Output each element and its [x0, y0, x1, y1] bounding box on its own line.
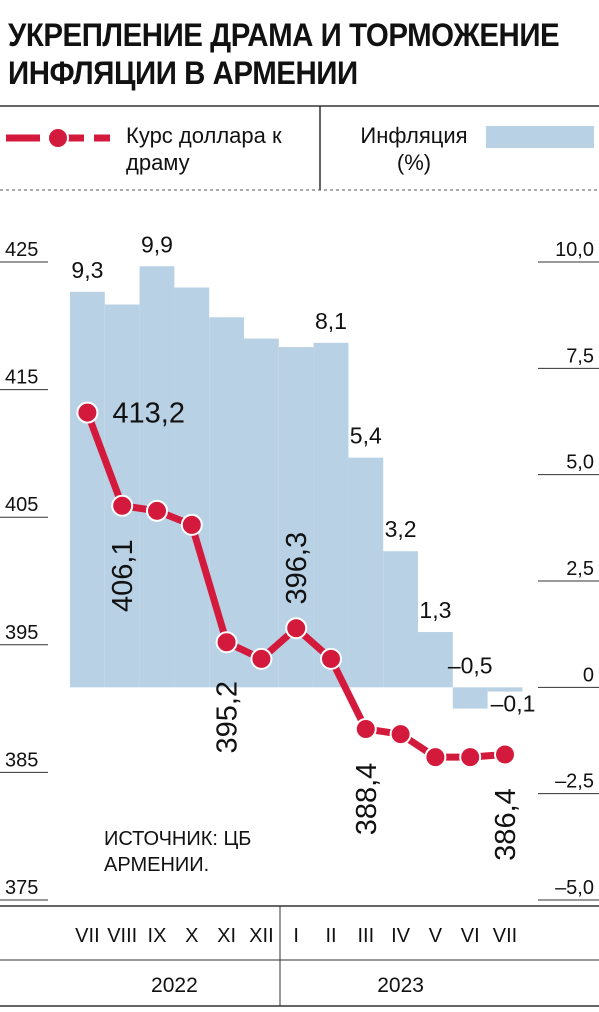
line-label: 388,4	[351, 763, 383, 836]
bar-label: 8,1	[315, 308, 347, 334]
x-tick-label: V	[429, 925, 443, 947]
marker	[389, 723, 412, 746]
marker	[354, 718, 377, 741]
bar	[487, 687, 523, 692]
bar-label: 9,9	[141, 231, 173, 257]
y-tick-label: 425	[5, 239, 38, 261]
bar	[244, 338, 279, 688]
year-label: 2022	[151, 974, 198, 997]
legend-label: Курс доллара к драму	[126, 123, 282, 175]
source: ИСТОЧНИК: ЦБ АРМЕНИИ.	[104, 828, 252, 876]
title-line: ИНФЛЯЦИИ В АРМЕНИИ	[8, 55, 358, 91]
line-label: 395,2	[212, 681, 244, 754]
marker	[459, 746, 482, 769]
bar-label: 3,2	[385, 516, 417, 542]
y2-tick-label: 0	[583, 664, 594, 686]
bar	[452, 687, 488, 709]
bar-label: 5,4	[350, 423, 382, 449]
marker	[250, 647, 273, 670]
bar	[383, 551, 418, 688]
bar	[209, 317, 244, 688]
y2-tick-label: –2,5	[555, 771, 594, 793]
y2-tick-label: 10,0	[555, 239, 594, 261]
bar	[139, 266, 175, 688]
bar	[313, 342, 349, 688]
marker	[215, 631, 238, 654]
x-tick-label: VI	[461, 925, 480, 947]
bar-label: 1,3	[419, 597, 451, 623]
y2-tick-label: –5,0	[555, 877, 594, 899]
marker	[76, 401, 99, 424]
line-label: 386,4	[490, 788, 522, 861]
marker	[180, 513, 203, 536]
line-label: 406,1	[107, 539, 139, 612]
x-tick-label: X	[185, 925, 198, 947]
line-label: 396,3	[281, 532, 313, 605]
y2-tick-label: 7,5	[566, 345, 594, 367]
bar	[70, 291, 105, 688]
legend-label: Инфляция (%)	[360, 123, 468, 175]
bar-label: –0,5	[448, 652, 493, 678]
marker	[424, 746, 447, 769]
title-line: УКРЕПЛЕНИЕ ДРАМА И ТОРМОЖЕНИЕ	[8, 17, 560, 53]
y-tick-label: 385	[5, 749, 38, 771]
x-tick-label: IV	[391, 925, 411, 947]
bar	[348, 457, 384, 688]
bar-label: –0,1	[491, 691, 536, 717]
y-tick-label: 395	[5, 622, 38, 644]
legend-marker	[47, 127, 69, 149]
year-label: 2023	[377, 974, 424, 997]
y2-tick-label: 2,5	[566, 558, 594, 580]
legend-swatch	[486, 126, 594, 148]
y-tick-label: 375	[5, 877, 38, 899]
x-tick-label: VII	[493, 925, 517, 947]
x-tick-label: IX	[148, 925, 167, 947]
line-label: 413,2	[112, 398, 185, 430]
x-tick-label: XI	[217, 925, 236, 947]
x-tick-label: XII	[249, 925, 273, 947]
bar	[418, 632, 453, 688]
marker	[494, 743, 516, 766]
marker	[285, 617, 308, 640]
x-tick-label: III	[357, 925, 374, 947]
bar-label: 9,3	[71, 257, 103, 283]
bar	[174, 287, 210, 688]
x-tick-label: VIII	[107, 925, 137, 947]
y-tick-label: 415	[5, 367, 38, 389]
title: УКРЕПЛЕНИЕ ДРАМА И ТОРМОЖЕНИЕ ИНФЛЯЦИИ В…	[8, 16, 560, 92]
marker	[320, 647, 342, 670]
y-tick-label: 405	[5, 494, 38, 516]
x-tick-label: II	[325, 925, 336, 947]
x-tick-label: I	[293, 925, 299, 947]
x-tick-label: VII	[75, 925, 99, 947]
marker	[111, 494, 134, 517]
marker	[146, 499, 168, 522]
y2-tick-label: 5,0	[566, 452, 594, 474]
